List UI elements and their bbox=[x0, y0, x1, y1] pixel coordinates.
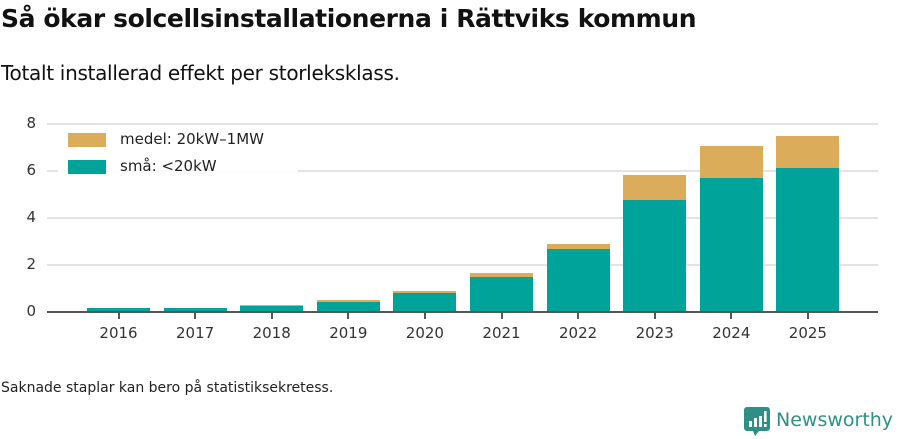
x-tick-mark bbox=[653, 313, 656, 319]
x-tick-mark bbox=[730, 313, 733, 319]
gridline-4 bbox=[47, 217, 878, 219]
legend-label: små: <20kW bbox=[120, 157, 217, 175]
bar-2024 bbox=[699, 110, 763, 311]
bar-segment-sma bbox=[470, 277, 533, 311]
bar-segment-medel bbox=[393, 291, 457, 294]
bar-2023 bbox=[623, 110, 687, 311]
bar-segment-sma bbox=[699, 177, 763, 311]
bar-2016 bbox=[87, 110, 150, 311]
legend-swatch-sma bbox=[68, 160, 106, 174]
newsworthy-logo-icon bbox=[744, 407, 770, 436]
bar-segment-sma bbox=[776, 168, 840, 311]
stacked-bar-chart: 8 6 4 2 0 2016 2017 2018 2019 2020 2021 2022 20… bbox=[0, 110, 900, 350]
legend-label: medel: 20kW–1MW bbox=[120, 130, 265, 148]
x-tick-label: 2023 bbox=[635, 324, 674, 342]
x-tick-label: 2019 bbox=[329, 324, 368, 342]
bar-2019 bbox=[316, 110, 380, 311]
bar-2022 bbox=[546, 110, 610, 311]
x-tick-label: 2020 bbox=[405, 324, 444, 342]
x-tick-mark bbox=[806, 313, 809, 319]
bar-segment-medel bbox=[699, 146, 763, 178]
bar-segment-medel bbox=[470, 273, 533, 278]
x-tick-label: 2022 bbox=[559, 324, 598, 342]
x-tick-label: 2024 bbox=[712, 324, 751, 342]
legend: medel: 20kW–1MW små: <20kW bbox=[58, 128, 298, 176]
chart-subtitle: Totalt installerad effekt per storlekskl… bbox=[1, 61, 400, 85]
x-axis-line bbox=[47, 311, 878, 313]
gridline-6 bbox=[47, 170, 878, 172]
y-tick-label: 4 bbox=[26, 208, 36, 226]
x-tick-label: 2018 bbox=[252, 324, 291, 342]
bar-segment-sma bbox=[546, 249, 610, 311]
chart-title: Så ökar solcellsinstallationerna i Rättv… bbox=[1, 4, 697, 33]
bar-2017 bbox=[163, 110, 227, 311]
x-tick-mark bbox=[577, 313, 580, 319]
x-tick-mark bbox=[500, 313, 503, 319]
y-tick-label: 8 bbox=[26, 114, 36, 132]
bar-segment-medel bbox=[240, 305, 304, 307]
x-tick-label: 2025 bbox=[788, 324, 827, 342]
legend-swatch-medel bbox=[68, 133, 106, 147]
bar-segment-sma bbox=[87, 308, 150, 311]
x-tick-label: 2021 bbox=[482, 324, 521, 342]
bar-segment-medel bbox=[546, 244, 610, 250]
bar-segment-medel bbox=[316, 300, 380, 303]
brand-name: Newsworthy bbox=[776, 409, 894, 431]
gridline-2 bbox=[47, 264, 878, 266]
bar-2025 bbox=[776, 110, 840, 311]
x-tick-label: 2016 bbox=[99, 324, 138, 342]
bar-segment-sma bbox=[240, 306, 304, 311]
y-tick-label: 0 bbox=[26, 302, 36, 320]
x-tick-mark bbox=[423, 313, 426, 319]
bar-segment-sma bbox=[393, 293, 457, 311]
gridline-8 bbox=[47, 123, 878, 125]
bar-2021 bbox=[470, 110, 533, 311]
x-tick-mark bbox=[117, 313, 120, 319]
bar-2018 bbox=[240, 110, 304, 311]
footnote: Saknade staplar kan bero på statistiksek… bbox=[1, 380, 334, 396]
bar-segment-medel bbox=[776, 136, 840, 169]
x-tick-mark bbox=[194, 313, 197, 319]
bar-segment-sma bbox=[163, 307, 227, 311]
bar-2020 bbox=[393, 110, 457, 311]
x-tick-mark bbox=[270, 313, 273, 319]
y-tick-label: 2 bbox=[26, 255, 36, 273]
bar-segment-sma bbox=[316, 302, 380, 311]
bar-segment-sma bbox=[623, 200, 687, 311]
y-tick-label: 6 bbox=[26, 161, 36, 179]
x-tick-label: 2017 bbox=[176, 324, 215, 342]
bar-segment-medel bbox=[623, 175, 687, 201]
x-tick-mark bbox=[347, 313, 350, 319]
